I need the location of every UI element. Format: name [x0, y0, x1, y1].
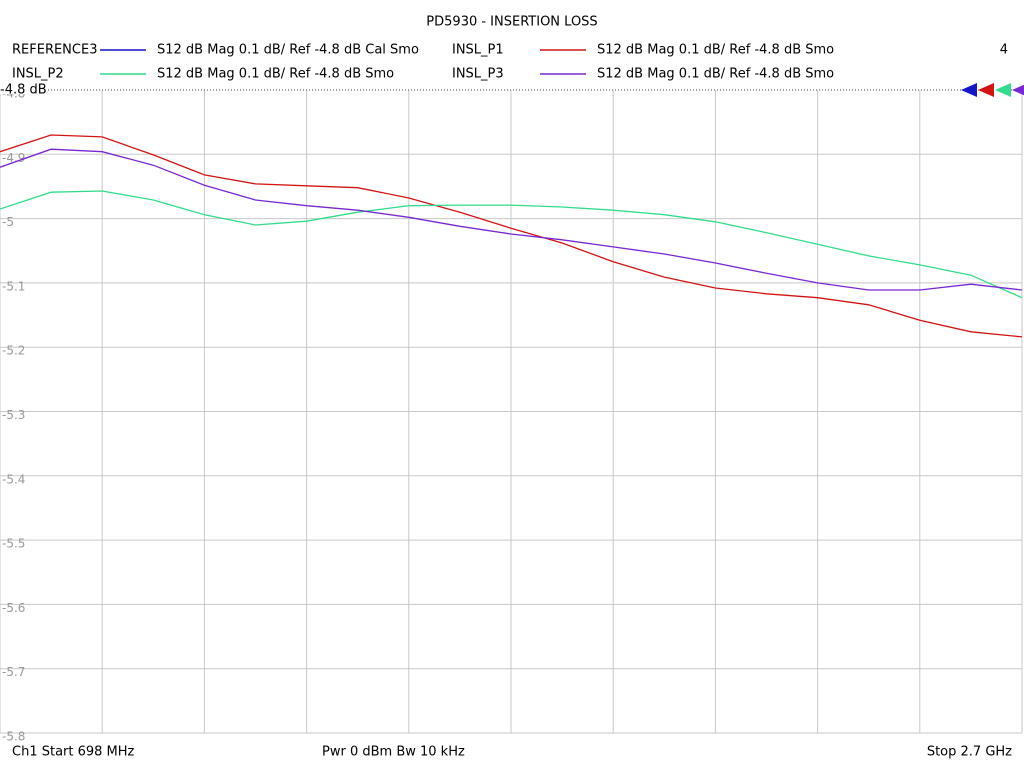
active-trace: 4	[1000, 43, 1008, 58]
trace-line	[0, 190, 1023, 299]
reference-arrow	[1012, 84, 1024, 96]
trace-line	[0, 148, 1023, 291]
legend-name: INSL_P3	[452, 67, 504, 82]
y-tick-label: -5.4	[2, 472, 25, 486]
y-tick-label: -5.6	[2, 601, 25, 615]
legend-trace: S12 dB Mag 0.1 dB/ Ref -4.8 dB Smo	[157, 67, 394, 82]
y-tick-label: -5.2	[2, 344, 25, 358]
y-tick-label: -5.3	[2, 408, 25, 422]
legend-trace: S12 dB Mag 0.1 dB/ Ref -4.8 dB Smo	[597, 67, 834, 82]
chart-title: PD5930 - INSERTION LOSS	[426, 15, 597, 30]
y-tick-label: -5.5	[2, 537, 25, 551]
legend-name: INSL_P1	[452, 43, 504, 58]
legend-trace: S12 dB Mag 0.1 dB/ Ref -4.8 dB Smo	[597, 43, 834, 58]
y-tick-label: -5	[2, 215, 14, 229]
legend-trace: S12 dB Mag 0.1 dB/ Ref -4.8 dB Cal Smo	[157, 43, 419, 58]
footer-power: Pwr 0 dBm Bw 10 kHz	[322, 745, 465, 760]
trace-line	[0, 134, 1023, 338]
reference-arrow	[961, 83, 977, 97]
y-tick-label: -5.1	[2, 279, 25, 293]
reference-arrow	[995, 83, 1011, 97]
footer-stop: Stop 2.7 GHz	[927, 745, 1012, 760]
legend-name: REFERENCE3	[12, 43, 97, 58]
legend-name: INSL_P2	[12, 67, 64, 82]
y-tick-label: -4.9	[2, 151, 25, 165]
reference-label: -4.8 dB	[0, 83, 47, 98]
footer-start: Ch1 Start 698 MHz	[12, 745, 135, 760]
y-tick-label: -5.7	[2, 665, 25, 679]
reference-arrow	[978, 83, 994, 97]
reference-label-bg	[0, 82, 48, 94]
y-tick-label: -5.8	[2, 730, 25, 744]
